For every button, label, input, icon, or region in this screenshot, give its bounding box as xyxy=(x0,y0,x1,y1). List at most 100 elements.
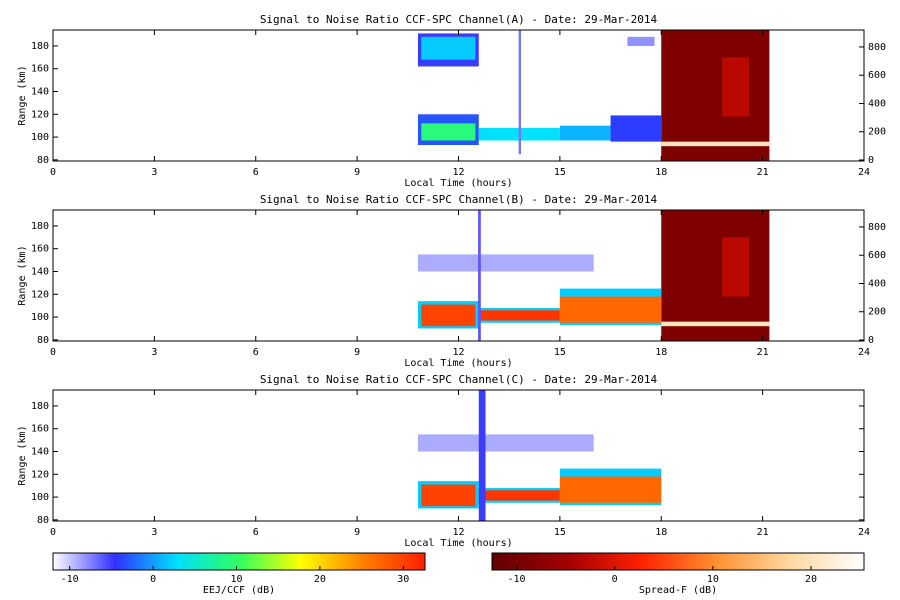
echo-region xyxy=(478,490,560,501)
echo-region xyxy=(421,123,476,141)
y-tick-label: 100 xyxy=(31,312,49,323)
y2-tick-label: 800 xyxy=(868,42,886,53)
y-tick-label: 80 xyxy=(37,515,49,526)
y2-tick-label: 600 xyxy=(868,70,886,81)
echo-region xyxy=(518,30,522,155)
colorbar-tick-label: 0 xyxy=(150,574,156,585)
chart-title: Signal to Noise Ratio CCF-SPC Channel(C)… xyxy=(260,373,658,386)
x-axis-label: Local Time (hours) xyxy=(404,538,512,549)
y2-tick-label: 0 xyxy=(868,155,874,166)
x-tick-label: 0 xyxy=(50,347,56,358)
x-tick-label: 18 xyxy=(655,527,667,538)
x-tick-label: 6 xyxy=(253,167,259,178)
x-tick-label: 9 xyxy=(354,347,360,358)
colorbar-tick-label: 10 xyxy=(707,574,719,585)
echo-region xyxy=(610,115,662,142)
x-tick-label: 15 xyxy=(554,527,566,538)
x-tick-label: 0 xyxy=(50,527,56,538)
x-tick-label: 3 xyxy=(151,527,157,538)
x-tick-label: 6 xyxy=(253,347,259,358)
x-axis-label: Local Time (hours) xyxy=(404,178,512,189)
x-tick-label: 18 xyxy=(655,347,667,358)
spread-f-region xyxy=(661,321,770,327)
x-tick-label: 18 xyxy=(655,167,667,178)
y2-tick-label: 600 xyxy=(868,250,886,261)
spread-f-region xyxy=(661,30,770,161)
x-tick-label: 0 xyxy=(50,167,56,178)
echo-region xyxy=(417,434,594,452)
y-tick-label: 140 xyxy=(31,447,49,458)
y-tick-label: 180 xyxy=(31,41,49,52)
spread-f-region xyxy=(722,237,750,297)
y-tick-label: 100 xyxy=(31,492,49,503)
x-tick-label: 24 xyxy=(858,347,870,358)
x-tick-label: 9 xyxy=(354,167,360,178)
x-tick-label: 12 xyxy=(452,167,464,178)
spread-f-region xyxy=(661,210,770,341)
x-tick-label: 24 xyxy=(858,527,870,538)
colorbar-tick-label: 10 xyxy=(230,574,242,585)
y2-tick-label: 800 xyxy=(868,222,886,233)
echo-region xyxy=(421,36,476,60)
echo-region xyxy=(478,390,486,521)
echo-region xyxy=(559,125,611,141)
x-tick-label: 3 xyxy=(151,347,157,358)
y-tick-label: 140 xyxy=(31,87,49,98)
x-tick-label: 6 xyxy=(253,527,259,538)
x-tick-label: 12 xyxy=(452,527,464,538)
x-axis-label: Local Time (hours) xyxy=(404,358,512,369)
x-tick-label: 12 xyxy=(452,347,464,358)
x-tick-label: 21 xyxy=(757,347,769,358)
y-tick-label: 160 xyxy=(31,244,49,255)
y-tick-label: 120 xyxy=(31,469,49,480)
colorbar-tick-label: 20 xyxy=(314,574,326,585)
y-tick-label: 80 xyxy=(37,155,49,166)
colorbar-tick-label: -10 xyxy=(508,574,526,585)
y2-tick-label: 0 xyxy=(868,335,874,346)
y2-tick-label: 400 xyxy=(868,98,886,109)
y2-tick-label: 400 xyxy=(868,278,886,289)
spread-f-region xyxy=(661,141,770,147)
x-tick-label: 9 xyxy=(354,527,360,538)
echo-region xyxy=(559,476,662,503)
spread-f-region xyxy=(722,57,750,117)
y-tick-label: 180 xyxy=(31,401,49,412)
y-tick-label: 180 xyxy=(31,221,49,232)
x-tick-label: 15 xyxy=(554,347,566,358)
colorbar xyxy=(52,552,426,571)
y-tick-label: 100 xyxy=(31,132,49,143)
chart-title: Signal to Noise Ratio CCF-SPC Channel(A)… xyxy=(260,13,658,26)
colorbar-tick-label: 0 xyxy=(612,574,618,585)
x-tick-label: 15 xyxy=(554,167,566,178)
y-tick-label: 160 xyxy=(31,424,49,435)
echo-region xyxy=(478,310,560,321)
y-tick-label: 120 xyxy=(31,289,49,300)
echo-region xyxy=(559,296,662,323)
x-tick-label: 21 xyxy=(757,527,769,538)
colorbar xyxy=(491,552,865,571)
y-tick-label: 140 xyxy=(31,267,49,278)
y-axis-label: Range (km) xyxy=(17,245,28,305)
echo-region xyxy=(421,304,476,327)
y2-tick-label: 200 xyxy=(868,127,886,138)
colorbar-tick-label: -10 xyxy=(61,574,79,585)
y-axis-label: Range (km) xyxy=(17,425,28,485)
y2-tick-label: 200 xyxy=(868,307,886,318)
colorbar-tick-label: 20 xyxy=(805,574,817,585)
colorbar-label: Spread-F (dB) xyxy=(639,585,717,596)
x-tick-label: 24 xyxy=(858,167,870,178)
echo-region xyxy=(417,254,594,272)
y-tick-label: 160 xyxy=(31,64,49,75)
colorbar-tick-label: 30 xyxy=(397,574,409,585)
x-tick-label: 3 xyxy=(151,167,157,178)
x-tick-label: 21 xyxy=(757,167,769,178)
echo-region xyxy=(478,210,481,341)
colorbar-label: EEJ/CCF (dB) xyxy=(203,585,275,596)
y-tick-label: 80 xyxy=(37,335,49,346)
echo-region xyxy=(627,36,655,46)
chart-title: Signal to Noise Ratio CCF-SPC Channel(B)… xyxy=(260,193,658,206)
y-axis-label: Range (km) xyxy=(17,65,28,125)
y-tick-label: 120 xyxy=(31,109,49,120)
echo-region xyxy=(421,484,476,507)
